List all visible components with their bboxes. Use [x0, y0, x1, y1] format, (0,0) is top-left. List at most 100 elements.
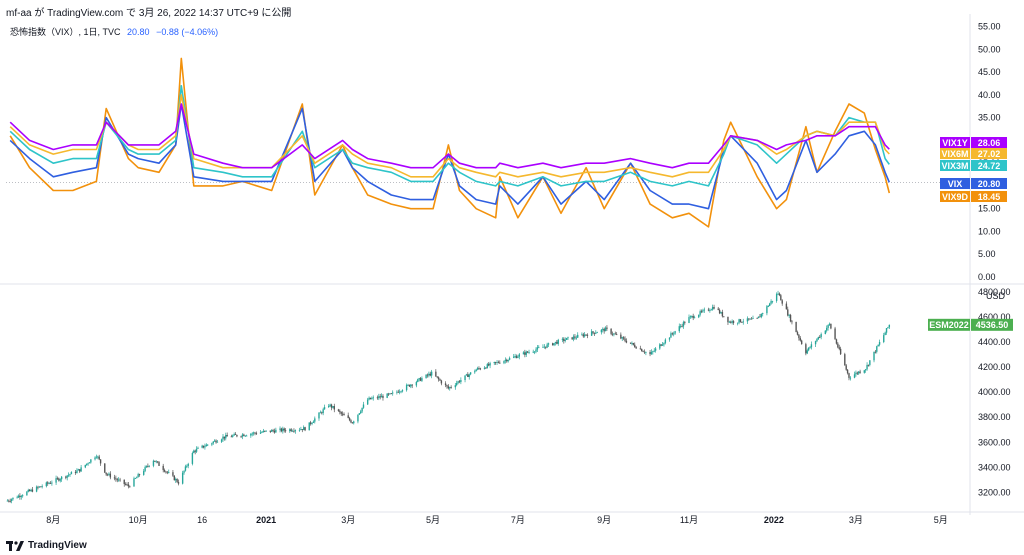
- candle-body: [780, 295, 782, 301]
- candle-body: [634, 344, 636, 348]
- candle-body: [785, 303, 788, 310]
- es-candle: [26, 490, 28, 496]
- candle-body: [319, 412, 322, 414]
- candle-body: [225, 435, 227, 439]
- candle-body: [366, 399, 369, 405]
- es-candle: [479, 367, 482, 371]
- es-candle: [848, 372, 850, 381]
- series-line-vix3m: [9, 85, 890, 187]
- candle-body: [76, 470, 78, 473]
- x-tick-label: 2022: [764, 515, 784, 525]
- candle-body: [340, 412, 342, 414]
- es-candle: [401, 389, 404, 393]
- es-candle: [30, 488, 32, 492]
- es-candle: [691, 315, 693, 319]
- candle-body: [368, 397, 370, 400]
- candle-body: [824, 330, 827, 335]
- candle-body: [127, 484, 130, 487]
- candle-body: [698, 314, 700, 318]
- candle-body: [360, 411, 362, 414]
- es-candle: [126, 482, 128, 486]
- es-candle: [191, 451, 194, 466]
- candle-body: [168, 472, 170, 473]
- es-candle: [55, 475, 57, 485]
- es-candle: [679, 323, 682, 329]
- candle-body: [883, 335, 885, 342]
- es-candle: [762, 312, 764, 317]
- es-candle: [175, 477, 177, 483]
- es-candle: [664, 338, 667, 345]
- es-candle: [17, 494, 20, 498]
- candle-body: [583, 334, 586, 337]
- candle-body: [885, 328, 888, 333]
- es-candle: [732, 320, 735, 325]
- es-candle: [887, 326, 889, 329]
- es-candle: [240, 435, 242, 438]
- candle-body: [94, 457, 96, 460]
- es-candle: [396, 390, 398, 395]
- es-candle: [756, 317, 758, 319]
- candle-body: [713, 307, 715, 309]
- candle-body: [487, 364, 490, 366]
- candle-body: [522, 352, 525, 355]
- candle-body: [108, 473, 110, 475]
- candle-body: [337, 409, 340, 411]
- es-candle: [766, 305, 768, 316]
- es-candle: [884, 331, 886, 336]
- tag-series-name: VIX9D: [942, 192, 969, 202]
- candle-body: [465, 374, 468, 376]
- es-candle: [184, 464, 187, 472]
- es-candle: [304, 426, 306, 432]
- candle-body: [446, 385, 448, 387]
- candle-body: [577, 334, 579, 338]
- es-candle: [329, 403, 331, 407]
- es-candle: [595, 330, 597, 335]
- es-candle: [653, 348, 655, 353]
- es-candle: [347, 412, 349, 419]
- candle-body: [222, 436, 224, 440]
- es-candle: [736, 322, 739, 326]
- es-candle: [514, 353, 516, 359]
- es-candle: [525, 350, 527, 357]
- es-candle: [449, 386, 451, 391]
- es-candle: [408, 384, 411, 387]
- es-candle: [468, 373, 470, 380]
- es-candle: [225, 432, 227, 441]
- candle-body: [593, 332, 596, 334]
- es-candle: [21, 494, 24, 498]
- candle-body: [417, 379, 419, 382]
- candle-body: [525, 351, 527, 355]
- es-candle: [398, 389, 401, 395]
- candle-body: [312, 421, 315, 423]
- candle-body: [718, 309, 721, 314]
- es-candle: [244, 435, 246, 437]
- es-candle: [450, 385, 452, 389]
- es-candle: [700, 309, 703, 314]
- candle-body: [682, 322, 685, 327]
- candle-body: [620, 334, 622, 339]
- candle-body: [37, 486, 39, 488]
- candle-body: [27, 489, 29, 492]
- candle-body: [551, 343, 554, 346]
- es-candle: [781, 299, 783, 306]
- es-candle: [524, 349, 526, 358]
- es-candle: [444, 381, 447, 388]
- candle-body: [126, 484, 128, 486]
- x-tick-label: 11月: [680, 515, 698, 525]
- es-candle: [629, 342, 632, 345]
- es-candle: [369, 397, 372, 400]
- es-candle: [166, 471, 169, 475]
- es-candle: [464, 375, 466, 383]
- candle-body: [659, 344, 661, 349]
- candle-body: [230, 436, 233, 438]
- es-candle: [457, 380, 459, 385]
- es-candle: [563, 337, 565, 344]
- es-candle: [885, 327, 888, 335]
- es-candle: [269, 430, 272, 434]
- candle-body: [148, 465, 150, 467]
- es-candle: [856, 371, 859, 375]
- candle-body: [752, 317, 754, 319]
- es-candle: [148, 465, 150, 468]
- candle-body: [58, 478, 60, 481]
